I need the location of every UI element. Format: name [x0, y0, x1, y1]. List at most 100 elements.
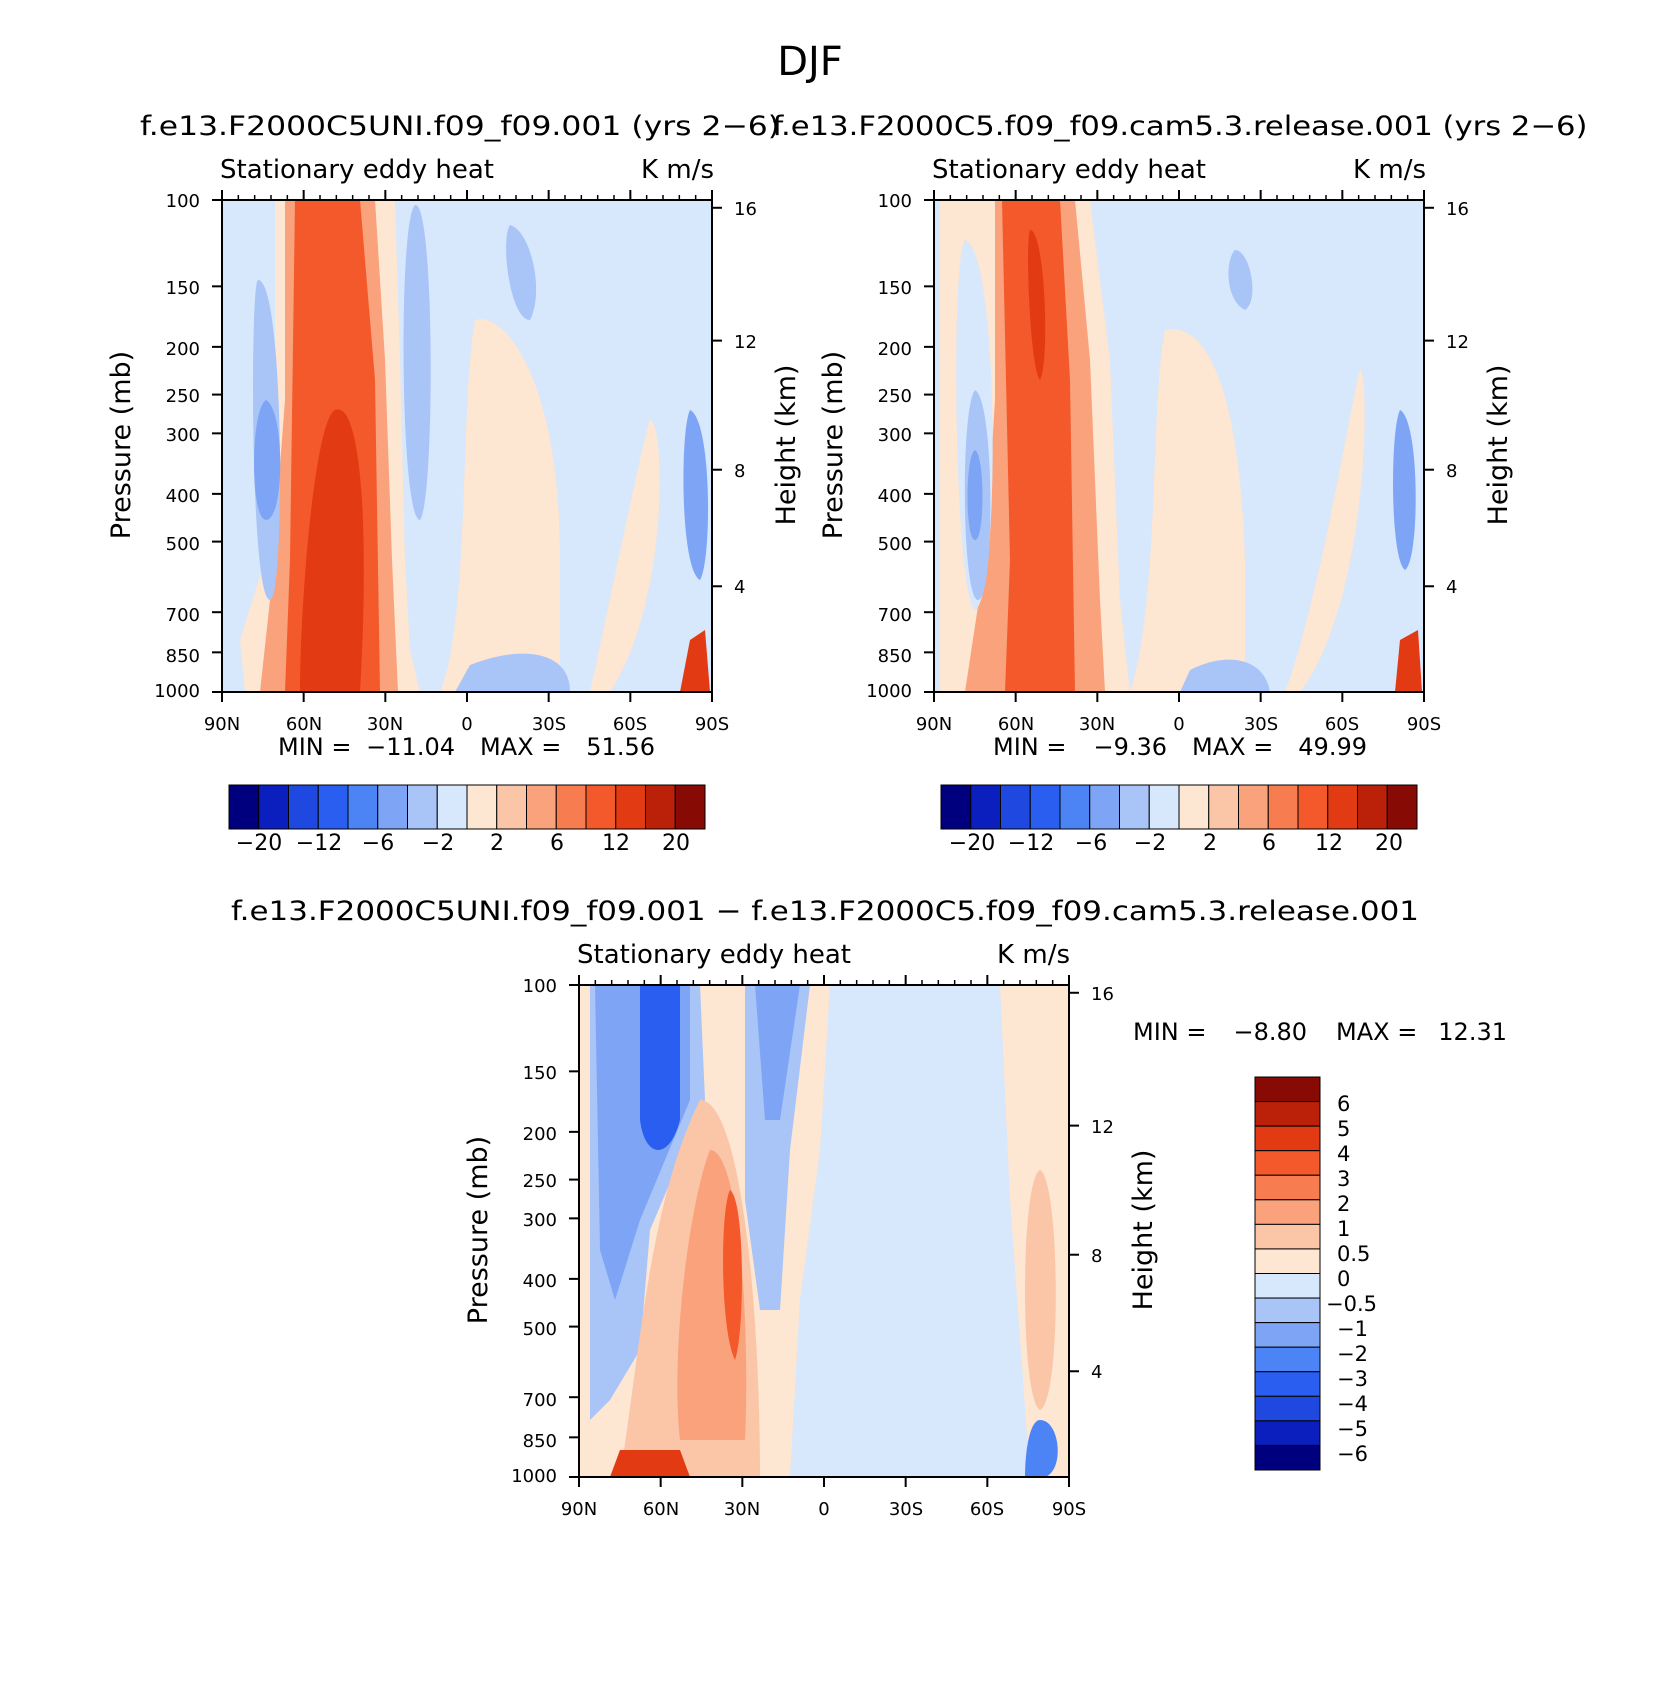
colorbar-swatch — [1029, 784, 1061, 830]
colorbar-swatch — [228, 784, 260, 830]
colorbar-label: −2 — [1337, 1342, 1368, 1366]
colorbar-swatch — [970, 784, 1001, 830]
panel2-min-value: −9.36 — [1093, 733, 1167, 761]
panel3-negative-west-core — [640, 985, 680, 1150]
y-right-tick-label: 4 — [1091, 1362, 1102, 1383]
y-right-tick-label: 4 — [1446, 577, 1457, 598]
panel3-y-right-ticks: 16 12 8 4 — [1091, 984, 1114, 1383]
panel2-left-label: Stationary eddy heat — [932, 155, 1206, 185]
colorbar-label: 0.5 — [1337, 1242, 1370, 1266]
panel2-colorbar — [940, 784, 1418, 830]
panel-ctl-uni: f.e13.F2000C5UNI.f09_f09.001 (yrs 2−6) S… — [106, 111, 802, 856]
colorbar-swatch — [1238, 784, 1269, 830]
colorbar-swatch — [1148, 784, 1180, 830]
colorbar-swatch — [1254, 1346, 1321, 1373]
panel2-y-right-axis-label: Height (km) — [1483, 365, 1514, 526]
y-tick-label: 200 — [878, 339, 912, 360]
panel2-positive-sh — [1130, 329, 1245, 692]
panel2-y-axis-label: Pressure (mb) — [818, 351, 849, 539]
y-tick-label: 500 — [166, 534, 200, 555]
y-tick-label: 700 — [523, 1390, 557, 1411]
panel3-case-title: f.e13.F2000C5UNI.f09_f09.001 − f.e13.F20… — [231, 896, 1419, 927]
panel1-negative-polar — [683, 410, 709, 580]
colorbar-label: −20 — [949, 831, 995, 856]
colorbar-swatch — [1254, 1395, 1321, 1422]
x-tick-label: 30S — [532, 714, 566, 735]
x-tick-label: 60S — [613, 714, 647, 735]
panel3-light-blue-region — [790, 985, 1030, 1477]
figure-title: DJF — [777, 39, 843, 85]
colorbar-label: 20 — [662, 831, 690, 856]
x-tick-label: 60S — [970, 1499, 1004, 1520]
colorbar-swatch — [1254, 1150, 1321, 1176]
colorbar-swatch — [1000, 784, 1031, 830]
y-tick-label: 700 — [878, 605, 912, 626]
colorbar-swatch — [1386, 784, 1418, 830]
colorbar-label: −1 — [1337, 1317, 1368, 1341]
y-tick-label: 100 — [878, 191, 912, 212]
panel1-y-right-ticks: 16 12 8 4 — [734, 199, 757, 598]
colorbar-label: 3 — [1337, 1167, 1350, 1191]
colorbar-swatch — [1327, 784, 1358, 830]
y-tick-label: 200 — [166, 339, 200, 360]
panel2-y-ticks: 100 150 200 250 300 400 500 700 850 1000 — [866, 191, 912, 702]
colorbar-label: 2 — [1203, 831, 1217, 856]
colorbar-swatch — [1254, 1199, 1321, 1225]
colorbar-swatch — [674, 784, 706, 830]
panel1-negative-upper — [506, 225, 537, 320]
y-tick-label: 100 — [523, 976, 557, 997]
colorbar-swatch — [645, 784, 676, 830]
colorbar-swatch — [585, 784, 617, 830]
y-tick-label: 400 — [878, 486, 912, 507]
x-tick-label: 90S — [695, 714, 729, 735]
y-right-tick-label: 8 — [734, 461, 745, 482]
panel1-colorbar — [228, 784, 706, 830]
panel3-y-right-axis-label: Height (km) — [1128, 1150, 1159, 1311]
panel3-field — [578, 984, 1070, 1478]
x-tick-label: 30S — [889, 1499, 923, 1520]
colorbar-label: −2 — [1134, 831, 1166, 856]
x-tick-label: 30S — [1244, 714, 1278, 735]
panel2-y-right-ticks: 16 12 8 4 — [1446, 199, 1469, 598]
x-tick-label: 90S — [1052, 1499, 1086, 1520]
panel2-max-label: MAX = — [1192, 733, 1273, 761]
axis-tick-marks — [212, 190, 1434, 1487]
colorbar-label: 2 — [1337, 1192, 1350, 1216]
panel-difference: f.e13.F2000C5UNI.f09_f09.001 − f.e13.F20… — [231, 896, 1507, 1520]
y-tick-label: 400 — [523, 1271, 557, 1292]
y-right-tick-label: 16 — [1091, 984, 1114, 1005]
y-tick-label: 150 — [878, 278, 912, 299]
y-tick-label: 500 — [878, 534, 912, 555]
panel3-y-axis-label: Pressure (mb) — [463, 1136, 494, 1324]
colorbar-label: −12 — [1008, 831, 1054, 856]
colorbar-swatch — [1254, 1248, 1321, 1274]
panel1-y-right-axis-label: Height (km) — [771, 365, 802, 526]
panel1-polar-max — [680, 630, 710, 692]
colorbar-swatch — [940, 784, 972, 830]
colorbar-swatch — [377, 784, 408, 830]
panel1-max-label: MAX = — [480, 733, 561, 761]
colorbar-label: 6 — [1337, 1092, 1350, 1116]
panel1-min-value: −11.04 — [366, 733, 455, 761]
x-tick-label: 60N — [643, 1499, 679, 1520]
panel3-max-value: 12.31 — [1438, 1018, 1507, 1046]
y-tick-label: 850 — [166, 646, 200, 667]
panel2-right-label: K m/s — [1353, 155, 1426, 185]
colorbar-swatch — [466, 784, 498, 830]
colorbar-swatch — [347, 784, 379, 830]
y-right-tick-label: 12 — [1091, 1117, 1114, 1138]
colorbar-swatch — [1119, 784, 1150, 830]
colorbar-swatch — [1254, 1444, 1321, 1471]
y-tick-label: 500 — [523, 1319, 557, 1340]
y-right-tick-label: 16 — [1446, 199, 1469, 220]
y-right-tick-label: 12 — [734, 332, 757, 353]
x-tick-label: 30N — [724, 1499, 760, 1520]
colorbar-label: 1 — [1337, 1217, 1350, 1241]
colorbar-label: 12 — [602, 831, 630, 856]
x-tick-label: 90N — [916, 714, 952, 735]
y-tick-label: 300 — [523, 1210, 557, 1231]
colorbar-swatch — [288, 784, 319, 830]
y-tick-label: 400 — [166, 486, 200, 507]
colorbar-swatch — [615, 784, 646, 830]
colorbar-label: 6 — [550, 831, 564, 856]
